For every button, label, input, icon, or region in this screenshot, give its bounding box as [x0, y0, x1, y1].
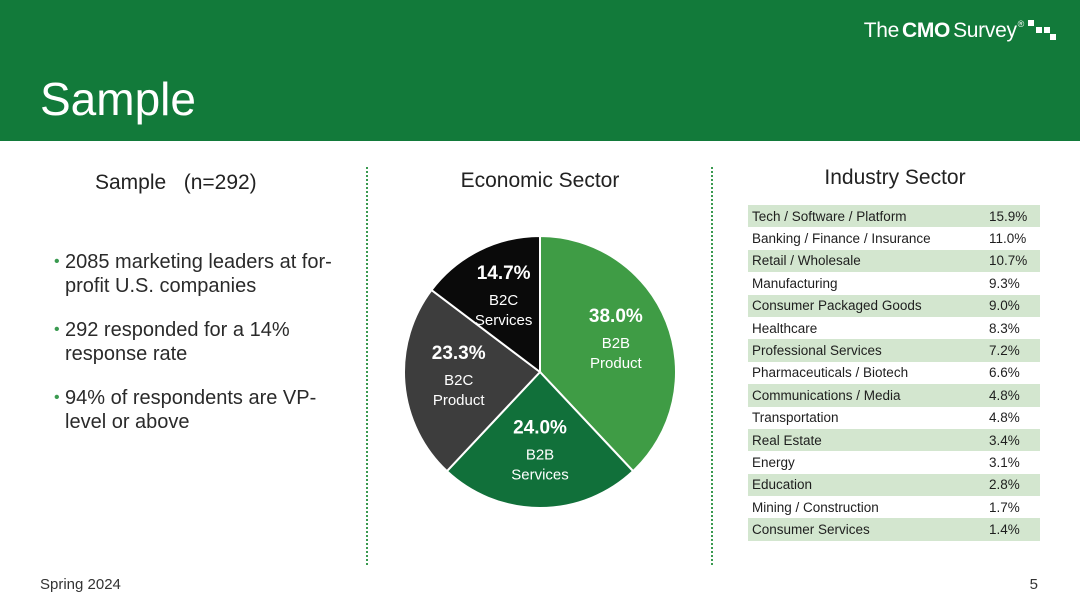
pie-category-label: B2B: [602, 335, 630, 352]
pie-slice-label: 14.7% B2C Services: [475, 263, 533, 329]
industry-name: Professional Services: [752, 343, 882, 359]
pie-percent-label: 23.3%: [432, 343, 486, 364]
table-row: Pharmaceuticals / Biotech 6.6%: [748, 362, 1040, 384]
pie-category-label: B2C: [489, 292, 518, 309]
bullet-item: • 292 responded for a 14% response rate: [54, 318, 344, 366]
industry-percent: 7.2%: [989, 343, 1020, 359]
industry-name: Healthcare: [752, 320, 818, 336]
industry-name: Energy: [752, 454, 795, 470]
pie-slice-b2c-services: [430, 234, 541, 375]
table-row: Communications / Media 4.8%: [748, 384, 1040, 407]
industry-name: Consumer Services: [752, 522, 870, 538]
pie-percent-label: 14.7%: [477, 263, 531, 284]
footer-edition: Spring 2024: [40, 576, 121, 593]
pie-slice-label: 38.0% B2B Product: [589, 306, 643, 372]
brand-mark-icon: [1024, 20, 1056, 44]
economic-sector-pie-chart: 38.0% B2B Product 24.0% B2B Services 23.3% B2C P…: [403, 234, 677, 509]
pie-category-label: Product: [433, 392, 486, 409]
table-row: Consumer Services 1.4%: [748, 518, 1040, 541]
industry-percent: 15.9%: [989, 208, 1028, 224]
industry-percent: 9.0%: [989, 298, 1020, 314]
industry-name: Transportation: [752, 410, 839, 426]
table-row: Transportation 4.8%: [748, 407, 1040, 429]
table-row: Real Estate 3.4%: [748, 428, 1040, 452]
table-row: Consumer Packaged Goods 9.0%: [748, 294, 1040, 317]
industry-sector-heading: Industry Sector: [824, 166, 966, 189]
industry-percent: 3.4%: [989, 432, 1020, 448]
table-row: Education 2.8%: [748, 473, 1040, 497]
industry-name: Manufacturing: [752, 275, 838, 291]
table-row: Professional Services 7.2%: [748, 339, 1040, 362]
industry-name: Consumer Packaged Goods: [752, 298, 922, 314]
page-number: 5: [1029, 576, 1038, 593]
pie-slice-b2b-services: [445, 370, 635, 509]
bullet-dot-icon: •: [54, 389, 60, 406]
industry-percent: 1.4%: [989, 522, 1020, 538]
pie-category-label: Product: [590, 355, 643, 372]
industry-name: Retail / Wholesale: [752, 253, 861, 269]
industry-percent: 2.8%: [989, 477, 1020, 493]
brand-part-the: The: [863, 19, 900, 42]
pie-category-label: Services: [475, 312, 533, 329]
header-banner: Sample The CMO Survey ®: [0, 0, 1080, 141]
table-row: Banking / Finance / Insurance 11.0%: [748, 227, 1040, 249]
column-divider-left: [366, 167, 368, 565]
industry-percent: 11.0%: [989, 231, 1027, 247]
industry-name: Banking / Finance / Insurance: [752, 231, 931, 247]
pie-category-label: Services: [511, 467, 569, 484]
bullet-item: • 2085 marketing leaders at for-profit U…: [54, 250, 344, 298]
pie-category-label: B2C: [444, 372, 473, 389]
sample-heading: Sample (n=292): [95, 171, 257, 194]
industry-percent: 6.6%: [989, 365, 1020, 381]
brand-logo: The CMO Survey ®: [863, 19, 1025, 43]
industry-percent: 3.1%: [989, 454, 1020, 470]
industry-name: Pharmaceuticals / Biotech: [752, 365, 909, 381]
industry-percent: 1.7%: [989, 499, 1020, 515]
pie-slice-b2b-product: [539, 234, 677, 473]
pie-slice-label: 24.0% B2B Services: [511, 418, 569, 484]
bullet-item: • 94% of respondents are VP-level or abo…: [54, 386, 344, 434]
table-row: Energy 3.1%: [748, 451, 1040, 473]
sample-bullets: • 2085 marketing leaders at for-profit U…: [54, 250, 344, 454]
table-row: Manufacturing 9.3%: [748, 272, 1040, 294]
bullet-dot-icon: •: [54, 253, 60, 270]
bullet-text: 94% of respondents are VP-level or above: [65, 387, 317, 433]
industry-name: Tech / Software / Platform: [752, 208, 907, 224]
page-title: Sample: [40, 73, 196, 125]
pie-category-label: B2B: [526, 447, 554, 464]
economic-sector-heading: Economic Sector: [460, 169, 620, 192]
industry-percent: 9.3%: [989, 275, 1020, 291]
industry-name: Mining / Construction: [752, 499, 879, 515]
industry-percent: 4.8%: [989, 410, 1020, 426]
pie-percent-label: 24.0%: [513, 418, 567, 439]
brand-part-survey: Survey: [953, 19, 1017, 42]
bullet-dot-icon: •: [54, 321, 60, 338]
industry-percent: 4.8%: [989, 387, 1020, 403]
industry-name: Real Estate: [752, 432, 822, 448]
pie-slice-b2c-product: [403, 288, 542, 473]
pie-percent-label: 38.0%: [589, 306, 643, 327]
column-divider-right: [711, 167, 713, 565]
pie-slice-label: 23.3% B2C Product: [432, 343, 486, 409]
brand-part-cmo: CMO: [902, 19, 951, 42]
brand-registered-mark: ®: [1017, 19, 1025, 29]
industry-sector-table: Tech / Software / Platform 15.9% Banking /…: [748, 205, 1040, 541]
industry-percent: 8.3%: [989, 320, 1020, 336]
industry-name: Education: [752, 477, 813, 493]
table-row: Tech / Software / Platform 15.9%: [748, 205, 1040, 228]
industry-name: Communications / Media: [752, 387, 901, 403]
table-row: Healthcare 8.3%: [748, 317, 1040, 339]
industry-percent: 10.7%: [989, 253, 1028, 269]
bullet-text: 292 responded for a 14% response rate: [65, 319, 290, 365]
table-row: Mining / Construction 1.7%: [748, 496, 1040, 518]
table-row: Retail / Wholesale 10.7%: [748, 249, 1040, 273]
bullet-text: 2085 marketing leaders at for-profit U.S…: [65, 251, 332, 297]
